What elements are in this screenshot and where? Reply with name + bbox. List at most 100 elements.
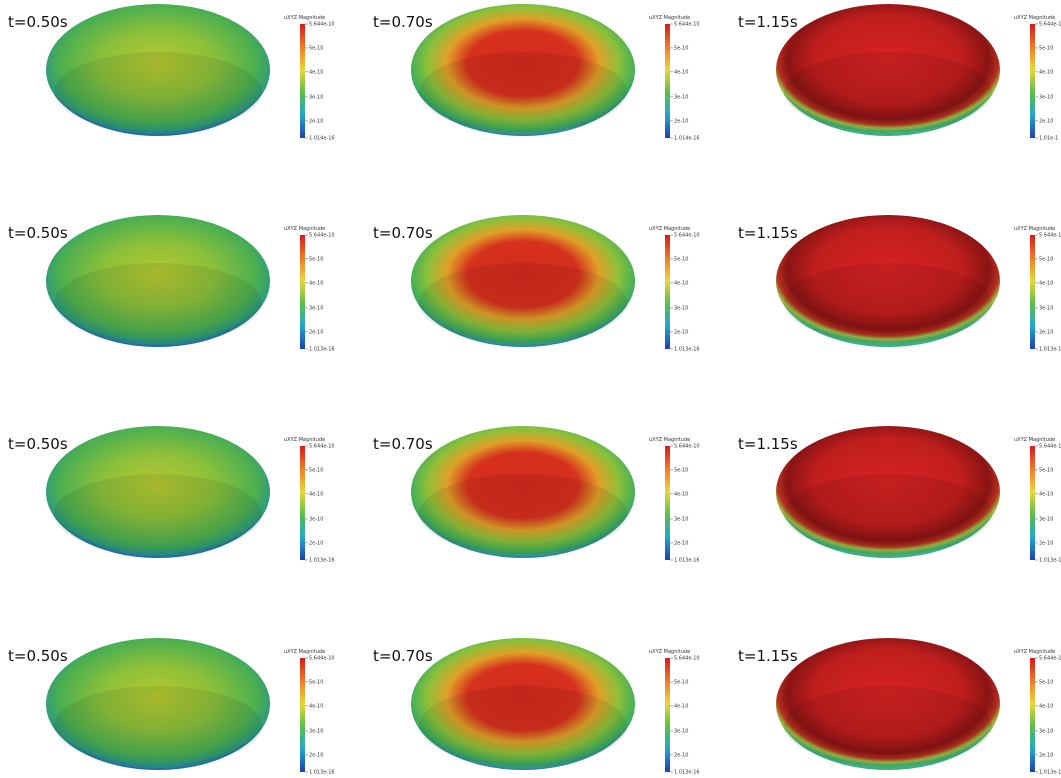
time-label: t=0.50s bbox=[8, 224, 68, 242]
ellipsoid-shade bbox=[784, 263, 992, 343]
colorbar-tick-label: 5e-10 bbox=[674, 256, 688, 262]
colorbar-title: uXYZ Magnitude bbox=[649, 649, 690, 655]
ellipsoid-shade bbox=[54, 686, 262, 766]
colorbar-tick-label: 5e-10 bbox=[1039, 467, 1053, 473]
colorbar-tick-label: 4e-10 bbox=[1039, 703, 1053, 709]
colorbar-tick-label: 1.01e-1 bbox=[1039, 136, 1058, 142]
colorbar-tick-label: 4e-10 bbox=[674, 491, 688, 497]
colorbar-tick-label: 2e-10 bbox=[674, 329, 688, 335]
colorbar-tick-label: 5e-10 bbox=[1039, 256, 1053, 262]
colorbar-tick-label: 2e-10 bbox=[1039, 752, 1053, 758]
colorbar-tick-label: 4e-10 bbox=[309, 280, 323, 286]
colorbar-title: uXYZ Magnitude bbox=[284, 437, 325, 443]
colorbar-tick-label: 3e-10 bbox=[309, 305, 323, 311]
time-label: t=0.50s bbox=[8, 435, 68, 453]
colorbar-tick-label: 1.013e-16 bbox=[674, 558, 700, 564]
ellipsoid-shade bbox=[419, 686, 627, 766]
figure: t=0.50suXYZ Magnitude5.644e-105e-104e-10… bbox=[0, 0, 1061, 778]
colorbar-tick-label: 5e-10 bbox=[1039, 45, 1053, 51]
colorbar-tick-label: 4e-10 bbox=[309, 491, 323, 497]
ellipsoid-shade bbox=[54, 263, 262, 343]
colorbar bbox=[1030, 24, 1035, 138]
colorbar-tick-label: 5.644e-1 bbox=[1039, 656, 1061, 662]
colorbar-title: uXYZ Magnitude bbox=[1014, 649, 1055, 655]
colorbar-tick-label: 3e-10 bbox=[309, 516, 323, 522]
colorbar-tick-label: 5.644e-10 bbox=[309, 656, 335, 662]
colorbar-tick-label: 4e-10 bbox=[1039, 491, 1053, 497]
colorbar-tick-label: 5e-10 bbox=[309, 467, 323, 473]
colorbar-title: uXYZ Magnitude bbox=[649, 15, 690, 21]
colorbar bbox=[665, 658, 670, 772]
colorbar-tick-label: 5.644e-10 bbox=[674, 656, 700, 662]
panel: t=1.15suXYZ Magnitude5.644e-15e-104e-103… bbox=[738, 215, 1061, 353]
colorbar-tick-label: 4e-10 bbox=[674, 703, 688, 709]
ellipsoid-shade bbox=[784, 52, 992, 132]
colorbar bbox=[665, 446, 670, 560]
colorbar-tick-label: 1.013e-16 bbox=[674, 347, 700, 353]
colorbar-tick-label: 5e-10 bbox=[674, 45, 688, 51]
colorbar-tick-label: 3e-10 bbox=[1039, 728, 1053, 734]
colorbar-tick-label: 1.013e-1 bbox=[1039, 770, 1061, 776]
ellipsoid-shade bbox=[784, 686, 992, 766]
colorbar bbox=[1030, 235, 1035, 349]
colorbar-tick-label: 3e-10 bbox=[674, 94, 688, 100]
colorbar-tick-label: 3e-10 bbox=[309, 94, 323, 100]
colorbar-title: uXYZ Magnitude bbox=[284, 649, 325, 655]
time-label: t=0.70s bbox=[373, 13, 433, 31]
colorbar-tick-label: 5.644e-1 bbox=[1039, 233, 1061, 239]
colorbar-tick-label: 3e-10 bbox=[309, 728, 323, 734]
colorbar-tick-label: 4e-10 bbox=[1039, 69, 1053, 75]
colorbar-tick-label: 5.644e-10 bbox=[674, 444, 700, 450]
colorbar-tick-label: 3e-10 bbox=[674, 728, 688, 734]
time-label: t=1.15s bbox=[738, 224, 798, 242]
colorbar bbox=[1030, 658, 1035, 772]
ellipsoid-shade bbox=[54, 474, 262, 554]
colorbar-tick-label: 1.014e-16 bbox=[674, 136, 700, 142]
time-label: t=0.70s bbox=[373, 647, 433, 665]
colorbar-tick-label: 2e-10 bbox=[309, 540, 323, 546]
ellipsoid-shade bbox=[784, 474, 992, 554]
colorbar-tick-label: 3e-10 bbox=[1039, 516, 1053, 522]
colorbar-tick-label: 5e-10 bbox=[309, 45, 323, 51]
ellipsoid-shade bbox=[54, 52, 262, 132]
colorbar-tick-label: 5.644e-1 bbox=[1039, 22, 1061, 28]
colorbar-tick-label: 5e-10 bbox=[309, 256, 323, 262]
colorbar-tick-label: 2e-10 bbox=[309, 752, 323, 758]
time-label: t=0.50s bbox=[8, 647, 68, 665]
colorbar-tick-label: 2e-10 bbox=[674, 540, 688, 546]
colorbar-tick-label: 5e-10 bbox=[1039, 679, 1053, 685]
time-label: t=1.15s bbox=[738, 13, 798, 31]
ellipsoid-shade bbox=[419, 52, 627, 132]
ellipsoid-shade bbox=[419, 263, 627, 343]
time-label: t=1.15s bbox=[738, 647, 798, 665]
colorbar-title: uXYZ Magnitude bbox=[1014, 437, 1055, 443]
colorbar-tick-label: 4e-10 bbox=[309, 703, 323, 709]
panel: t=1.15s uXYZ Magnitude5.644e-1 5e-10 4e-10 3… bbox=[738, 638, 1061, 776]
colorbar-tick-label: 3e-10 bbox=[1039, 305, 1053, 311]
colorbar-tick-label: 2e-10 bbox=[674, 118, 688, 124]
colorbar-tick-label: 1.013e-16 bbox=[309, 347, 335, 353]
colorbar-title: uXYZ Magnitude bbox=[284, 226, 325, 232]
colorbar-tick-label: 2e-10 bbox=[309, 329, 323, 335]
colorbar-tick-label: 4e-10 bbox=[674, 69, 688, 75]
colorbar-tick-label: 2e-10 bbox=[309, 118, 323, 124]
colorbar-tick-label: 2e-10 bbox=[1039, 118, 1053, 124]
colorbar bbox=[1030, 446, 1035, 560]
colorbar-title: uXYZ Magnitude bbox=[649, 226, 690, 232]
colorbar-tick-label: 1.013e-1 bbox=[1039, 558, 1061, 564]
colorbar-title: uXYZ Magnitude bbox=[1014, 15, 1055, 21]
colorbar-tick-label: 2e-10 bbox=[1039, 540, 1053, 546]
colorbar-tick-label: 1.013e-16 bbox=[309, 558, 335, 564]
colorbar-tick-label: 2e-10 bbox=[1039, 329, 1053, 335]
colorbar-tick-label: 4e-10 bbox=[309, 69, 323, 75]
colorbar-tick-label: 1.014e-16 bbox=[309, 136, 335, 142]
